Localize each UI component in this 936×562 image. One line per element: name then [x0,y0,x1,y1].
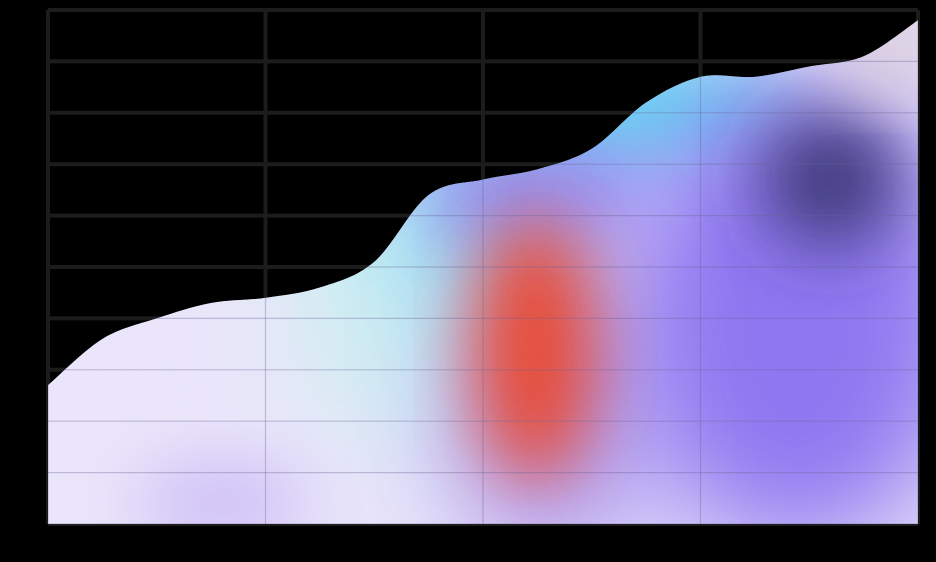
area-series [48,20,918,525]
